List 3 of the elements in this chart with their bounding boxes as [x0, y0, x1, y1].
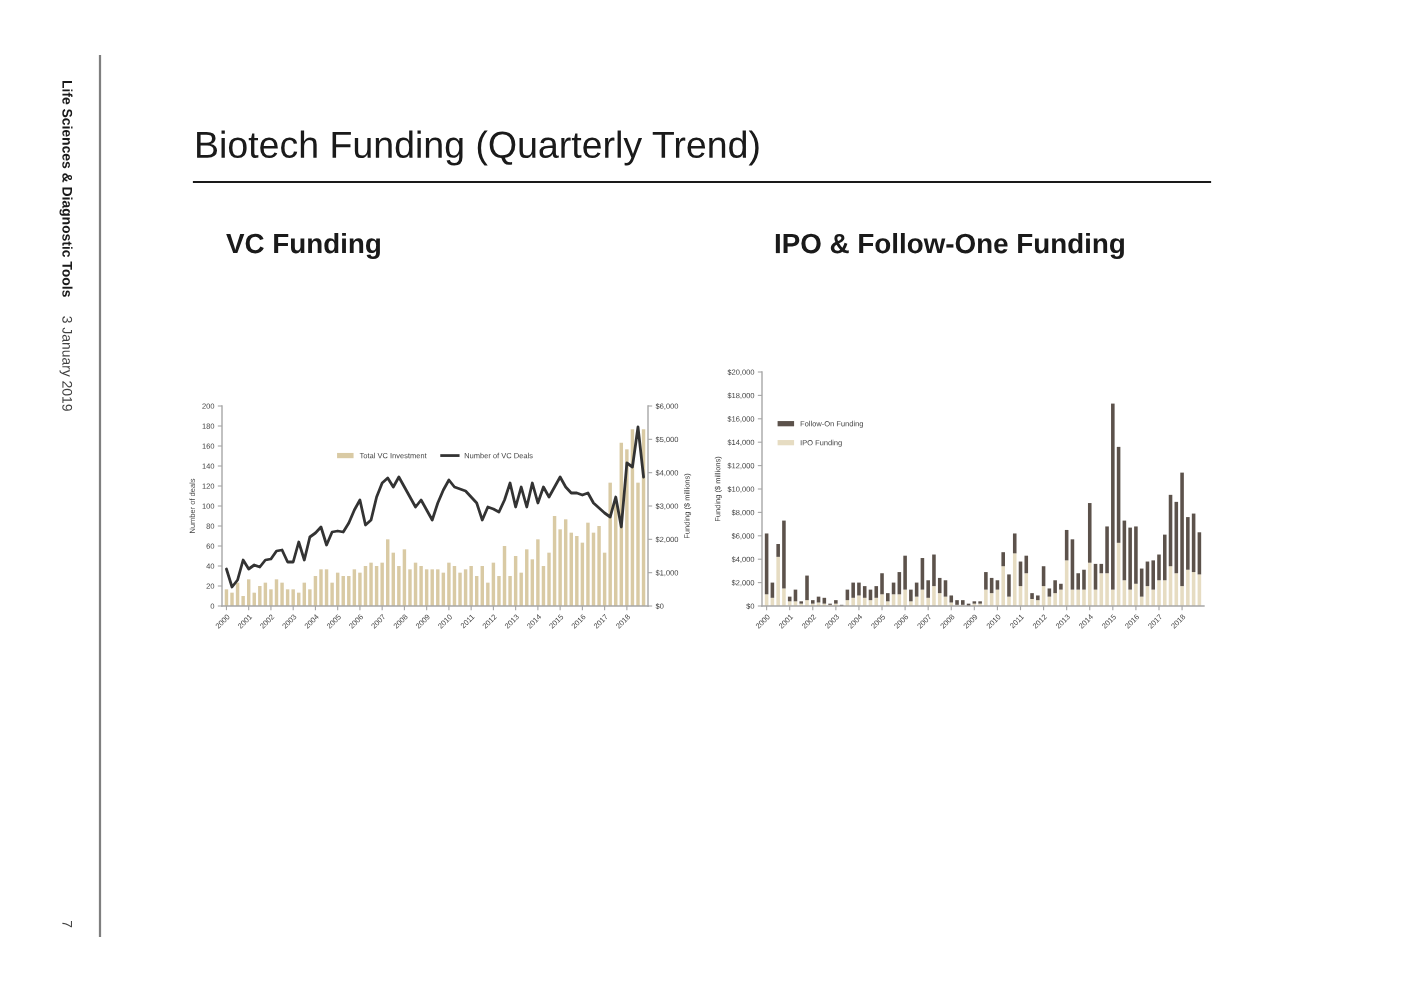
- chart-title: VC Funding: [226, 232, 380, 260]
- text: Biotech Funding (Quarterly Trend): [197, 130, 759, 166]
- chart-title: IPO & Follow-One Funding: [775, 232, 1124, 260]
